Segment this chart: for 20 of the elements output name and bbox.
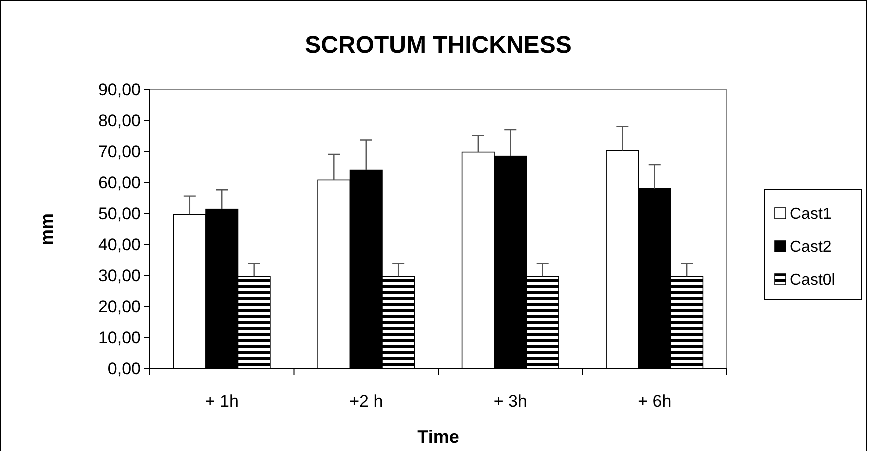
x-tick-label: + 6h [638, 392, 672, 411]
y-tick-label: 10,00 [98, 328, 141, 348]
legend-label: Cast2 [790, 239, 832, 256]
legend-label: Cast1 [790, 206, 832, 223]
y-tick-label: 80,00 [98, 111, 141, 130]
y-tick-label: 70,00 [98, 142, 141, 162]
text: Cast0l [790, 272, 836, 289]
y-tick-label: 0,00 [108, 359, 141, 378]
y-tick-label: 60,00 [98, 173, 141, 192]
y-tick-label: 50,00 [98, 204, 141, 224]
chart-title: SCROTUM THICKNESS [305, 32, 572, 59]
y-tick-label: 40,00 [98, 235, 141, 254]
y-tick-label: 20,00 [98, 297, 141, 316]
x-tick-label: +2 h [350, 392, 384, 411]
y-tick-label: 90,00 [98, 80, 141, 100]
x-tick-label: + 3h [494, 392, 528, 411]
x-axis-title: Time [418, 427, 460, 447]
y-axis-title: mm [37, 213, 57, 246]
y-tick-label: 30,00 [98, 266, 141, 286]
x-tick-label: + 1h [205, 392, 239, 411]
